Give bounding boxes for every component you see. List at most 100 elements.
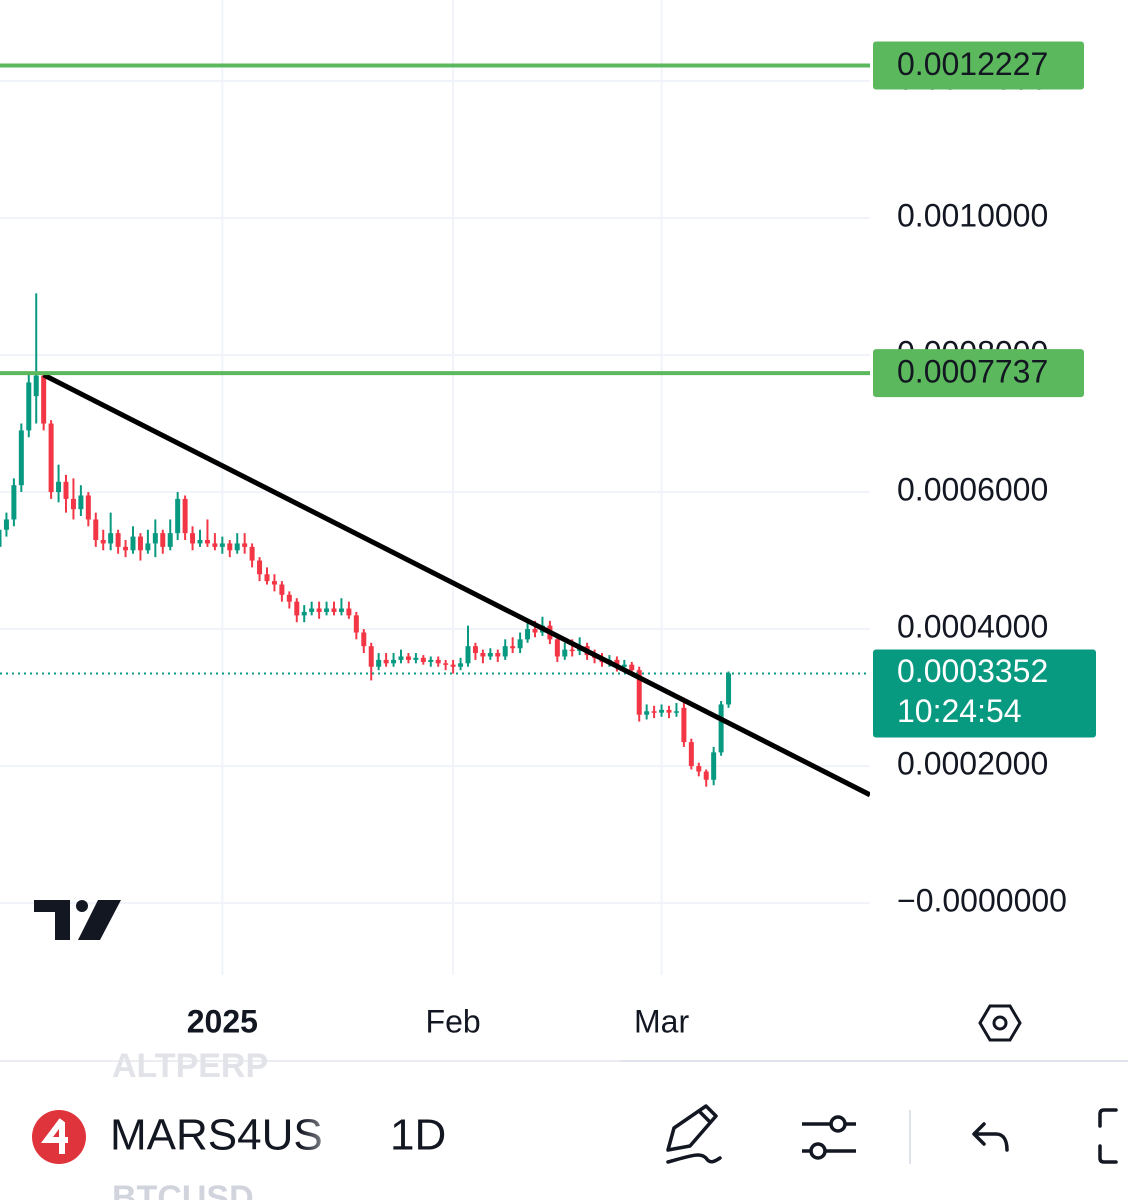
candle-body	[562, 649, 568, 657]
candle-body	[331, 608, 337, 612]
candle-body	[346, 608, 352, 616]
fade-overlay	[0, 1052, 620, 1078]
symbol-fade	[300, 1110, 350, 1166]
candle-body	[629, 664, 635, 671]
candle-body	[383, 659, 389, 664]
candle-body	[108, 533, 114, 544]
symbol[interactable]: MARS4US	[110, 1111, 323, 1160]
candle-body	[212, 543, 218, 547]
candle-body	[0, 529, 2, 547]
level-label-box	[873, 349, 1084, 398]
candle-body	[18, 430, 24, 486]
trend-line	[42, 372, 870, 798]
candle-body	[309, 608, 315, 612]
candle-body	[666, 709, 672, 713]
candle-body	[711, 752, 717, 780]
grid	[0, 0, 870, 975]
last-price-box	[873, 649, 1096, 738]
candle-body	[532, 629, 538, 633]
candle-body	[621, 664, 627, 667]
x-tick-label: Feb	[426, 1003, 481, 1039]
y-tick-label: 0.0004000	[897, 609, 1048, 645]
candle-body	[63, 481, 69, 499]
candle-body	[703, 771, 709, 780]
settings-button[interactable]	[978, 1004, 1022, 1042]
candle-body	[264, 574, 270, 582]
candle-body	[145, 543, 151, 551]
candle-body	[458, 663, 464, 667]
candle-body	[26, 382, 32, 431]
candle-body	[391, 659, 397, 664]
candle-body	[33, 375, 39, 397]
candle-body	[413, 657, 419, 660]
candle-body	[3, 519, 9, 530]
candle-body	[510, 646, 516, 649]
candle-body	[294, 601, 300, 616]
x-tick-label: Mar	[634, 1003, 689, 1039]
candle-body	[286, 594, 292, 602]
plot-area	[0, 293, 870, 798]
candle-body	[368, 646, 374, 667]
draw-button[interactable]	[666, 1104, 722, 1164]
y-tick-label: −0.0000000	[897, 883, 1067, 919]
candle-body	[636, 670, 642, 715]
undo-button[interactable]	[972, 1122, 1009, 1152]
candle-body	[56, 481, 62, 493]
candle-body	[517, 639, 523, 649]
candle-body	[443, 663, 449, 665]
candle-body	[681, 707, 687, 743]
fullscreen-button[interactable]	[1098, 1108, 1118, 1164]
candle-body	[93, 519, 99, 541]
symbol-icon	[32, 1110, 86, 1164]
candle-body	[175, 498, 181, 534]
candle-body	[41, 375, 47, 424]
y-tick-label: 0.0002000	[897, 746, 1048, 782]
candle-body	[316, 608, 322, 612]
candle-body	[353, 615, 359, 633]
candle-body	[242, 543, 248, 547]
candle-body	[569, 649, 575, 652]
candle-body	[100, 540, 106, 544]
symbol-below[interactable]: BTCUSD	[112, 1179, 254, 1200]
candle-body	[152, 533, 158, 544]
tradingview-logo	[34, 900, 121, 940]
candle-body	[234, 543, 240, 551]
indicators-button[interactable]	[802, 1115, 856, 1160]
candle-body	[197, 540, 203, 544]
candle-body	[204, 540, 210, 544]
candle-body	[249, 546, 255, 561]
candle-body	[219, 543, 225, 547]
y-tick-label: 0.0010000	[897, 197, 1048, 233]
candle-body	[696, 766, 702, 772]
candle-body	[450, 664, 456, 667]
level-label-box	[873, 41, 1084, 90]
candle-body	[472, 646, 478, 654]
interval[interactable]: 1D	[390, 1111, 446, 1160]
last-price-label: 0.0003352	[897, 653, 1048, 689]
y-tick-label: 0.0006000	[897, 472, 1048, 508]
candle-body	[495, 653, 501, 657]
candle-body	[718, 704, 724, 753]
candle-body	[480, 653, 486, 657]
candle-body	[338, 608, 344, 612]
candle-body	[398, 656, 404, 660]
candle-body	[487, 653, 493, 657]
candle-body	[167, 533, 173, 547]
candle-body	[70, 498, 76, 510]
candle-body	[324, 608, 330, 612]
candle-body	[420, 657, 426, 662]
price-axis: −0.0000000 0.0002000 0.0004000 0.0006000 0.0…	[187, 60, 1067, 1039]
candle-body	[435, 659, 441, 664]
candle-body	[227, 543, 233, 551]
symbol-above[interactable]: ALTPERP	[112, 1047, 268, 1085]
candle-body	[115, 533, 121, 547]
candle-body	[405, 656, 411, 660]
candle-body	[525, 629, 531, 640]
candle-body	[190, 533, 196, 544]
candle-body	[502, 646, 508, 657]
candle-body	[48, 423, 54, 493]
candle-body	[688, 742, 694, 767]
candle-body	[376, 659, 382, 667]
candle-body	[554, 639, 560, 657]
